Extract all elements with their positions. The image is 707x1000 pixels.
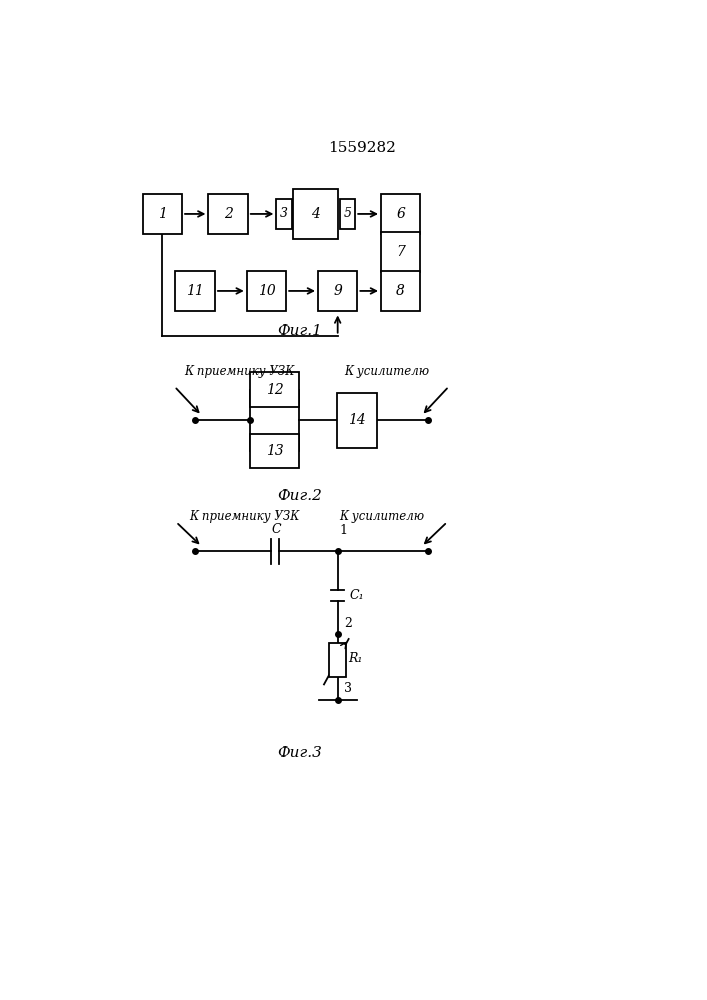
FancyBboxPatch shape	[293, 189, 338, 239]
FancyBboxPatch shape	[175, 271, 215, 311]
FancyBboxPatch shape	[337, 393, 377, 448]
FancyBboxPatch shape	[250, 372, 299, 407]
Text: 12: 12	[266, 382, 284, 396]
FancyBboxPatch shape	[381, 194, 421, 234]
Text: 6: 6	[396, 207, 405, 221]
Text: Фиг.3: Фиг.3	[277, 746, 322, 760]
Text: C: C	[271, 523, 281, 536]
Text: 8: 8	[396, 284, 405, 298]
Text: К приемнику УЗК: К приемнику УЗК	[189, 510, 300, 523]
Text: R₁: R₁	[349, 652, 363, 665]
Text: Фиг.1: Фиг.1	[277, 324, 322, 338]
Text: 2: 2	[223, 207, 233, 221]
FancyBboxPatch shape	[340, 199, 355, 229]
Text: 4: 4	[311, 207, 320, 221]
FancyBboxPatch shape	[329, 643, 346, 677]
Text: 9: 9	[333, 284, 342, 298]
Text: К усилителю: К усилителю	[344, 365, 430, 378]
Text: 2: 2	[344, 617, 352, 630]
Text: 13: 13	[266, 444, 284, 458]
Text: 1559282: 1559282	[328, 141, 397, 155]
Text: 14: 14	[348, 413, 366, 427]
Text: К приемнику УЗК: К приемнику УЗК	[184, 365, 294, 378]
Text: К усилителю: К усилителю	[339, 510, 424, 523]
Text: 5: 5	[344, 207, 351, 220]
FancyBboxPatch shape	[381, 271, 421, 311]
Text: 10: 10	[257, 284, 275, 298]
Text: Фиг.2: Фиг.2	[277, 489, 322, 503]
Text: 1: 1	[339, 524, 347, 537]
Text: 7: 7	[396, 245, 405, 259]
FancyBboxPatch shape	[381, 232, 421, 272]
FancyBboxPatch shape	[318, 271, 358, 311]
FancyBboxPatch shape	[276, 199, 292, 229]
Text: C₁: C₁	[350, 589, 364, 602]
FancyBboxPatch shape	[250, 434, 299, 468]
Text: 1: 1	[158, 207, 167, 221]
FancyBboxPatch shape	[143, 194, 182, 234]
Text: 3: 3	[280, 207, 288, 220]
Text: 11: 11	[187, 284, 204, 298]
FancyBboxPatch shape	[247, 271, 286, 311]
Text: 3: 3	[344, 682, 352, 695]
FancyBboxPatch shape	[209, 194, 248, 234]
